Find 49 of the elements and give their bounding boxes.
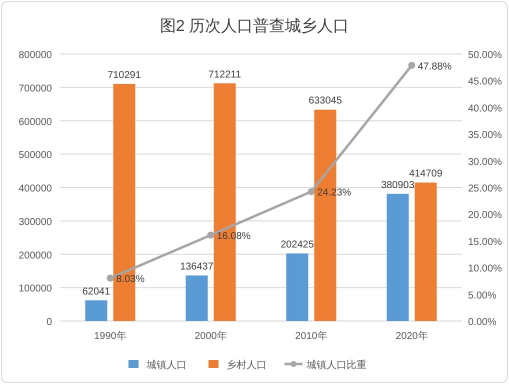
point bbox=[408, 62, 416, 69]
bar bbox=[186, 275, 208, 321]
y-tick-label: 400000 bbox=[18, 184, 52, 194]
x-tick-label: 2010年 bbox=[295, 330, 328, 342]
legend-城镇人口比重: 城镇人口比重 bbox=[284, 360, 366, 371]
y2-tick-label: 50.00% bbox=[468, 50, 502, 61]
y2-tick-label: 5.00% bbox=[468, 290, 496, 302]
y2-tick-label: 25.00% bbox=[468, 184, 502, 194]
y-tick-label: 700000 bbox=[18, 83, 52, 94]
data-label: 414709 bbox=[409, 168, 443, 180]
x-tick-label: 2000年 bbox=[194, 330, 227, 342]
y2-tick-label: 35.00% bbox=[468, 130, 502, 142]
legend-乡村人口: 乡村人口 bbox=[208, 360, 266, 371]
legend-label: 城镇人口比重 bbox=[306, 359, 366, 371]
y2-tick-label: 20.00% bbox=[468, 210, 502, 222]
point bbox=[308, 188, 315, 196]
chart-title: 图2 历次人口普查城乡人口 bbox=[160, 17, 350, 35]
point bbox=[106, 274, 114, 282]
y2-tick-label: 45.00% bbox=[468, 76, 502, 88]
legend-城镇人口: 城镇人口 bbox=[128, 360, 186, 371]
y-tick-label: 500000 bbox=[18, 150, 52, 162]
legend-label: 城镇人口 bbox=[146, 359, 186, 371]
data-label: 633045 bbox=[308, 96, 342, 107]
bar bbox=[414, 182, 437, 321]
y2-tick-label: 0.00% bbox=[468, 317, 496, 328]
y2-tick-label: 30.00% bbox=[468, 156, 502, 168]
y-tick-label: 200000 bbox=[18, 250, 52, 262]
y2-tick-label: 15.00% bbox=[468, 236, 502, 248]
y2-tick-label: 10.00% bbox=[468, 264, 502, 275]
data-label: 136437 bbox=[180, 261, 214, 272]
y-tick-label: 100000 bbox=[18, 284, 52, 295]
bar bbox=[85, 300, 108, 321]
data-label: 710291 bbox=[108, 70, 142, 81]
bar bbox=[286, 253, 308, 321]
y-tick-label: 600000 bbox=[18, 116, 52, 128]
y-tick-label: 0 bbox=[46, 317, 52, 328]
bar bbox=[386, 194, 409, 321]
y2-tick-label: 40.00% bbox=[468, 103, 502, 114]
data-label: 380903 bbox=[381, 180, 415, 191]
data-label: 62041 bbox=[82, 286, 111, 298]
x-tick-label: 1990年 bbox=[94, 330, 126, 342]
y-tick-label: 300000 bbox=[18, 216, 52, 228]
data-label: 47.88% bbox=[418, 61, 452, 72]
data-label: 202425 bbox=[280, 239, 314, 250]
point bbox=[207, 232, 214, 239]
x-tick-label: 2020年 bbox=[396, 330, 428, 342]
legend-label: 乡村人口 bbox=[226, 359, 266, 371]
data-label: 712211 bbox=[208, 69, 242, 80]
y-tick-label: 800000 bbox=[18, 50, 52, 61]
